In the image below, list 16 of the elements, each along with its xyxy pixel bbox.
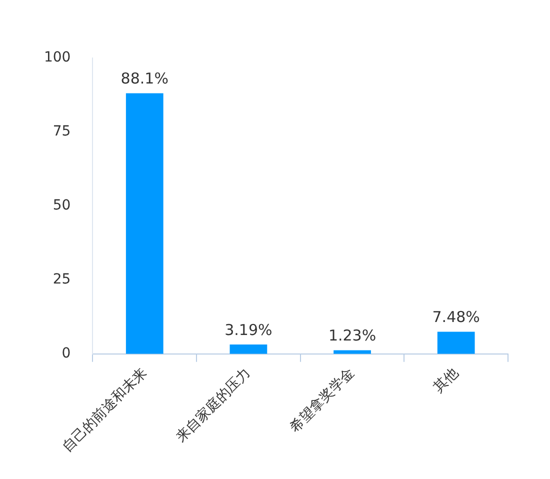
x-tick-label: 来自家庭的压力 — [173, 364, 254, 446]
bar — [230, 344, 268, 354]
x-tick-label: 希望拿奖学金 — [286, 364, 358, 436]
x-tick-label: 其他 — [430, 364, 462, 396]
x-tick-label: 自己的前途和未来 — [60, 364, 150, 456]
data-label: 88.1% — [120, 70, 168, 88]
data-label: 3.19% — [224, 320, 272, 339]
y-tick-label: 0 — [62, 346, 71, 362]
y-tick-label: 100 — [44, 50, 71, 66]
data-label: 7.48% — [432, 308, 480, 326]
data-label: 1.23% — [328, 326, 376, 345]
bar — [437, 332, 475, 354]
y-tick-label: 50 — [52, 198, 71, 214]
bar — [126, 93, 164, 354]
y-tick-label: 75 — [52, 124, 71, 140]
y-tick-label: 25 — [52, 272, 71, 288]
